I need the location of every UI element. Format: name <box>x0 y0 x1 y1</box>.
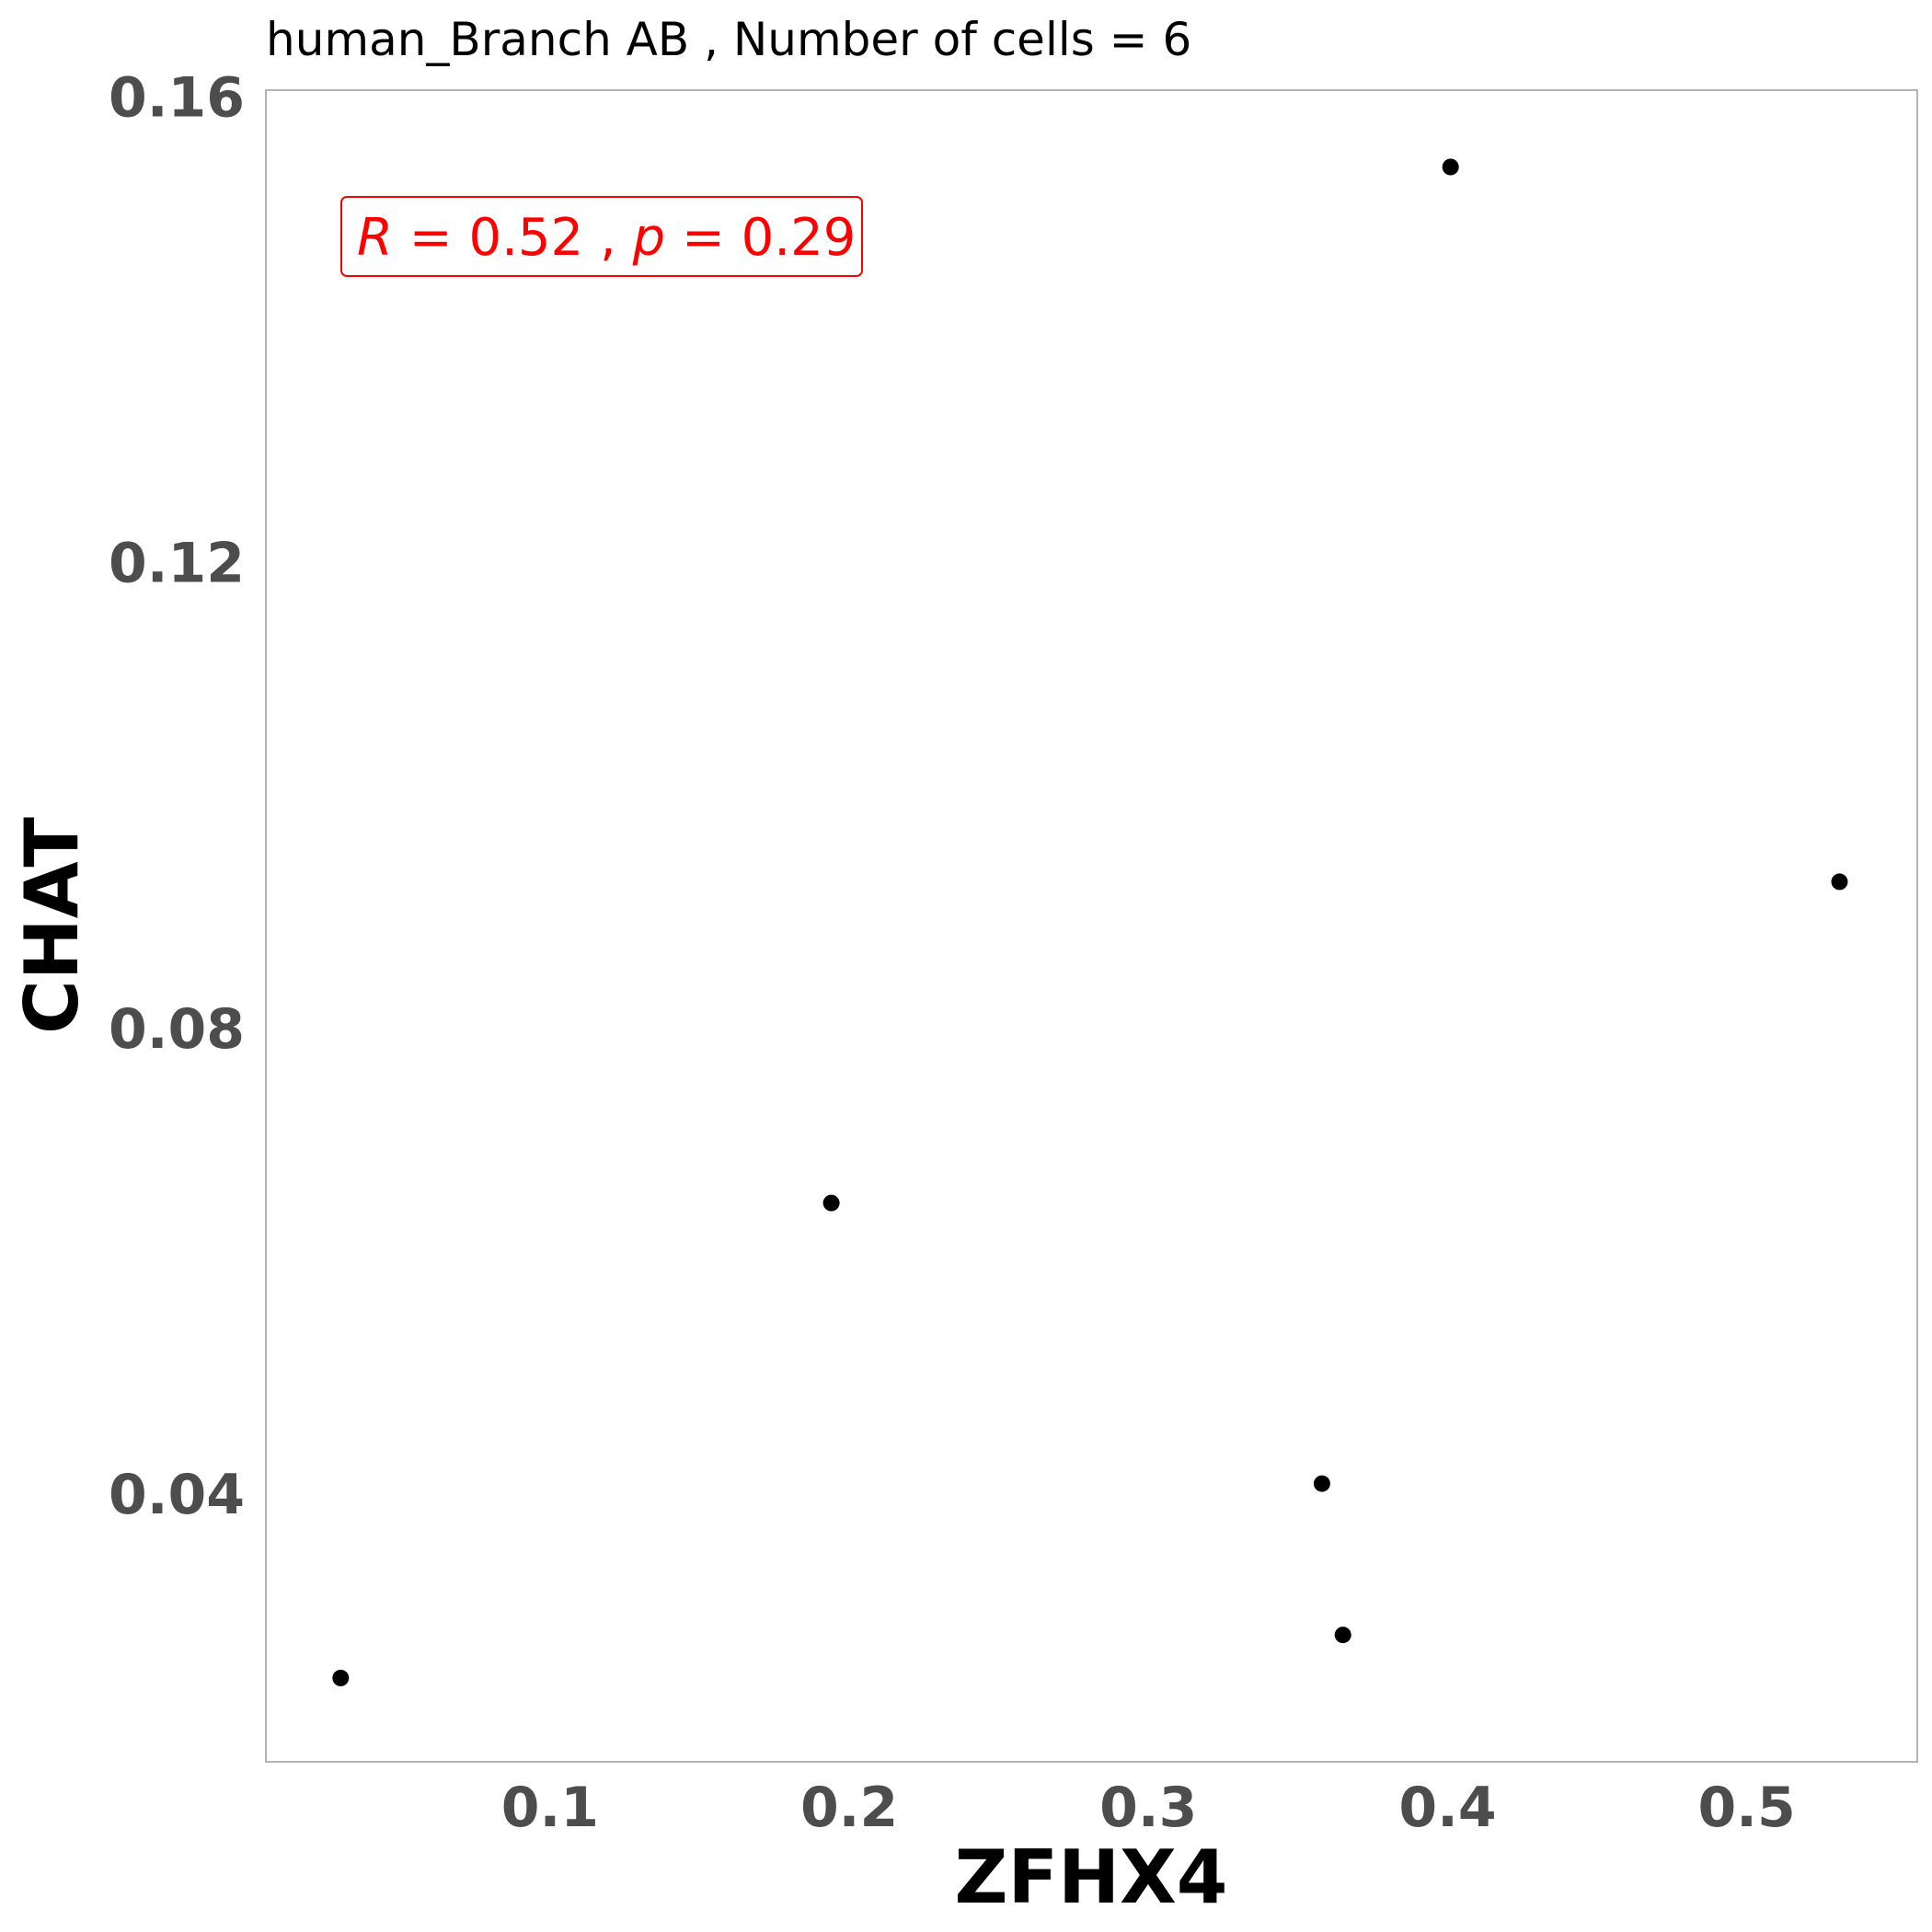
r-equals: = <box>409 208 469 268</box>
data-point <box>1313 1475 1330 1492</box>
x-tick-label: 0.1 <box>501 1776 599 1840</box>
y-axis-tick-labels: 0.04 0.08 0.12 0.16 <box>109 66 245 1527</box>
x-tick-label: 0.5 <box>1697 1776 1795 1840</box>
p-value: 0.29 <box>742 208 857 268</box>
y-tick-label: 0.16 <box>109 66 245 131</box>
correlation-annotation: R = 0.52 , p = 0.29 <box>340 196 863 277</box>
data-point <box>1334 1627 1351 1644</box>
data-points <box>332 158 1848 1686</box>
y-tick-label: 0.04 <box>109 1463 245 1527</box>
plot-panel-border <box>265 89 1918 1763</box>
x-tick-label: 0.2 <box>800 1776 898 1840</box>
p-equals: = <box>682 208 742 268</box>
separator: , <box>600 208 633 268</box>
r-label: R <box>357 208 393 268</box>
data-point <box>332 1669 350 1686</box>
data-point <box>1442 158 1459 176</box>
y-tick-label: 0.12 <box>109 532 245 596</box>
correlation-annotation-text: R = 0.52 , p = 0.29 <box>357 208 856 268</box>
y-tick-label: 0.08 <box>109 997 245 1062</box>
y-axis-title: CHAT <box>9 817 95 1034</box>
correlation-annotation-box <box>340 196 863 277</box>
p-label: p <box>632 208 666 268</box>
x-axis-title: ZFHX4 <box>955 1834 1228 1920</box>
x-axis-tick-labels: 0.1 0.2 0.3 0.4 0.5 <box>501 1776 1796 1840</box>
chart-title: human_Branch AB , Number of cells = 6 <box>266 13 1191 66</box>
x-tick-label: 0.3 <box>1099 1776 1197 1840</box>
r-value: 0.52 <box>468 208 583 268</box>
data-point <box>1831 873 1848 891</box>
data-point <box>822 1194 840 1212</box>
x-tick-label: 0.4 <box>1398 1776 1496 1840</box>
